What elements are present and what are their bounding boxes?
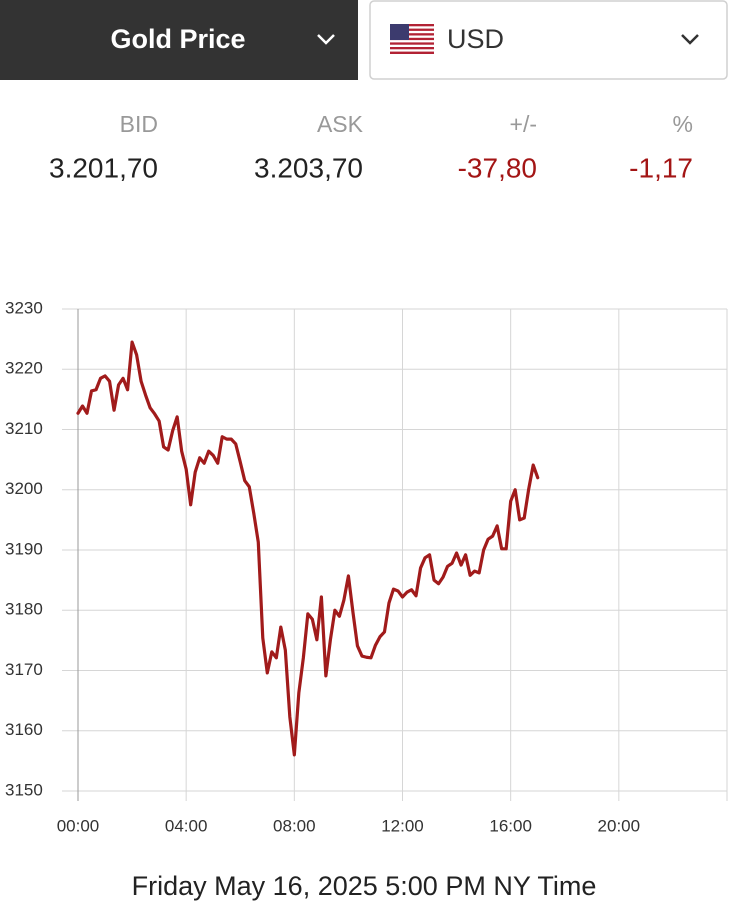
chevron[interactable] [681,34,699,45]
quote-label: BID [120,111,158,137]
y-tick-label: 3150 [5,780,43,799]
quote-table: BID 3.201,70 ASK 3.203,70 +/- -37,80% -1,17 [49,111,693,183]
chevron[interactable] [317,34,335,45]
chart: 3150 3160 3170 3180 3190 3200 3210 3220 3230 00:0… [5,298,728,835]
x-tick-label: 08:00 [273,816,316,835]
x-tick-label: 00:00 [57,816,100,835]
chart-footer: Friday May 16, 2025 5:00 PM NY Time [132,871,597,901]
quote-value: 3.203,70 [254,152,363,183]
y-tick-label: 3210 [5,419,43,438]
x-tick-label: 12:00 [381,816,424,835]
y-tick-label: 3190 [5,539,43,558]
y-tick-label: 3230 [5,298,43,317]
x-tick-label: 04:00 [165,816,208,835]
y-tick-label: 3170 [5,660,43,679]
quote-value: 3.201,70 [49,152,158,183]
y-tick-label: 3200 [5,479,43,498]
selector-box[interactable] [0,0,358,80]
selector-label[interactable]: Gold Price [110,24,245,54]
y-tick-label: 3160 [5,720,43,739]
quote-value: -1,17 [629,152,693,183]
us-flag [390,24,434,54]
price-line [76,340,540,757]
quote-label: +/- [510,111,537,137]
currency-label[interactable]: USD [447,24,504,54]
y-tick-label: 3180 [5,600,43,619]
currency-box[interactable] [369,0,728,80]
quote-label: ASK [317,111,364,137]
quote-value: -37,80 [458,152,537,183]
quote-label: % [673,111,693,137]
x-tick-label: 16:00 [489,816,532,835]
y-tick-label: 3220 [5,359,43,378]
x-tick-label: 20:00 [598,816,641,835]
